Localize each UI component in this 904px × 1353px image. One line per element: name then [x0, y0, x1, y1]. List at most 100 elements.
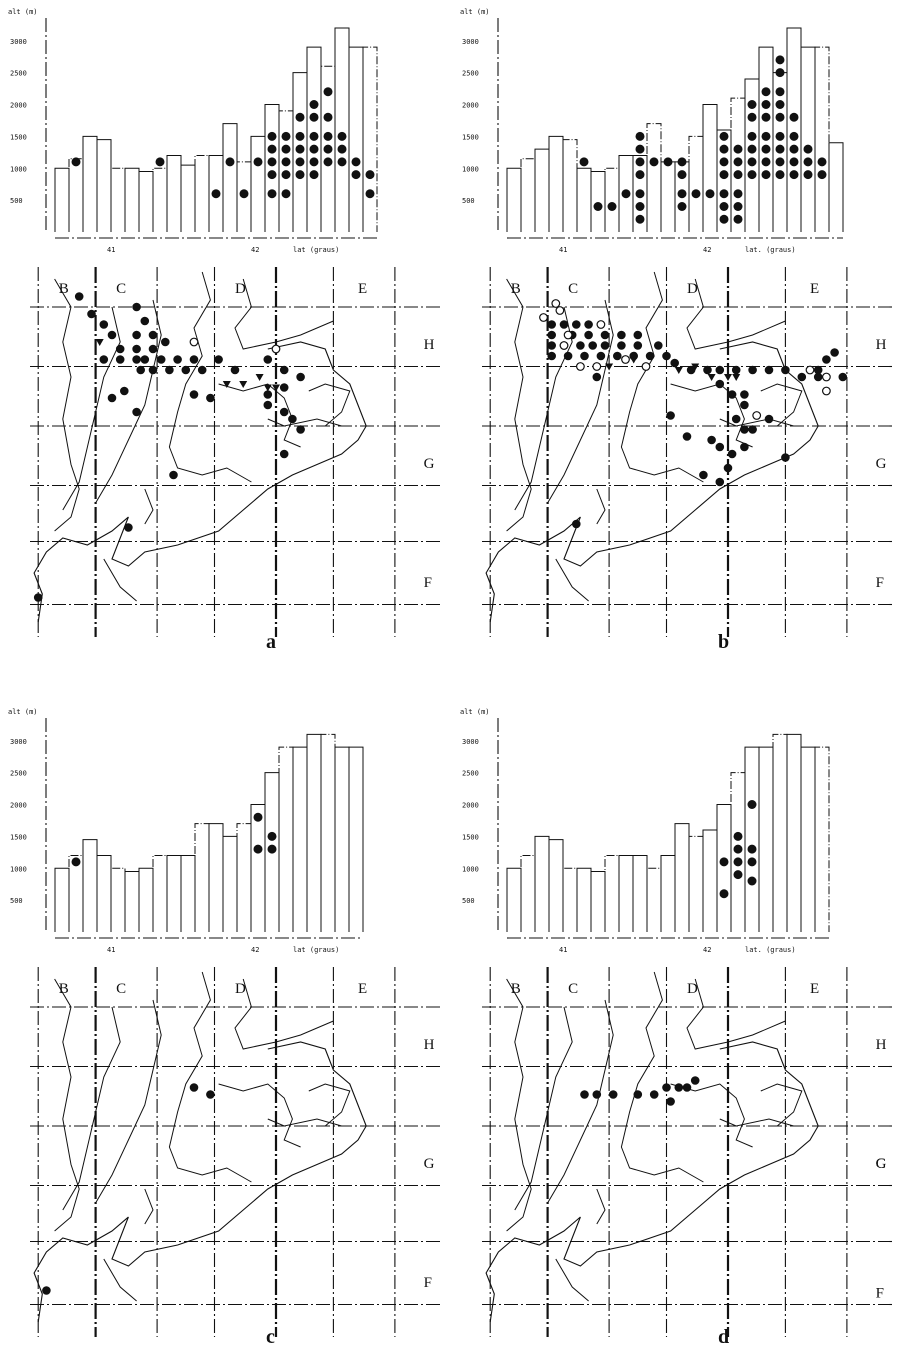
map-column-label: E	[810, 281, 819, 297]
map-record-filled	[33, 593, 43, 602]
relief-bar	[562, 867, 578, 932]
x-tick-label: 41	[107, 246, 115, 254]
map-record-open	[539, 313, 548, 322]
river	[506, 278, 532, 532]
x-tick-label: 42	[251, 946, 259, 954]
map-record-triangle	[239, 381, 248, 388]
altitude-record-dot	[719, 857, 729, 867]
map-record-filled	[42, 1286, 51, 1295]
relief-bar	[152, 167, 168, 232]
altitude-record-dot	[747, 144, 757, 154]
map-record-filled	[580, 1090, 589, 1099]
y-tick-label: 1500	[10, 133, 27, 141]
river	[686, 978, 786, 1050]
relief-bar	[362, 46, 378, 232]
altitude-record-dot	[733, 144, 743, 154]
map-record-filled	[547, 351, 556, 361]
relief-bar	[786, 27, 802, 232]
map-record-filled	[74, 292, 84, 301]
x-axis-label: lat (graus)	[293, 246, 339, 254]
altitude-record-dot	[663, 157, 673, 167]
map-record-triangle	[707, 374, 716, 381]
altitude-record-dot	[295, 144, 305, 154]
relief-bar	[54, 867, 70, 932]
relief-bar	[688, 135, 704, 232]
altitude-record-dot	[295, 131, 305, 141]
map-record-filled	[279, 383, 289, 392]
relief-bar	[334, 27, 350, 232]
river	[308, 383, 351, 427]
altitude-record-dot	[747, 100, 757, 109]
relief-bar	[772, 733, 788, 932]
map-record-filled	[156, 355, 166, 364]
map-record-filled	[165, 365, 174, 375]
y-tick-label: 1000	[10, 865, 27, 873]
altitude-record-dot	[817, 157, 827, 167]
relief-bar	[180, 164, 196, 232]
y-tick-label: 2500	[10, 70, 27, 78]
map-record-filled	[189, 390, 199, 399]
map-record-open	[575, 362, 585, 371]
altitude-record-dot	[719, 202, 729, 211]
river	[555, 1258, 589, 1302]
altitude-record-dot	[593, 202, 603, 211]
map-row-label: H	[876, 337, 887, 353]
altitude-record-dot	[281, 170, 291, 180]
y-tick-label: 500	[462, 197, 475, 205]
altitude-record-dot	[733, 202, 743, 211]
map-row-label: F	[424, 575, 432, 591]
map-record-filled	[674, 1083, 684, 1092]
map-record-filled	[132, 302, 141, 312]
relief-bar	[334, 746, 350, 932]
map-record-filled	[764, 414, 774, 424]
map-column-label: D	[235, 281, 246, 297]
map-record-triangle	[263, 384, 272, 392]
map-record-filled	[764, 365, 774, 375]
coastline	[485, 341, 819, 623]
altitude-record-dot	[761, 144, 771, 154]
map-record-filled	[279, 407, 289, 417]
map-record-filled	[617, 330, 626, 340]
altitude-record-dot	[351, 157, 361, 167]
y-tick-label: 1000	[462, 165, 479, 173]
river	[596, 1188, 606, 1225]
map-record-filled	[132, 330, 141, 340]
altitude-record-dot	[71, 857, 81, 867]
altitude-record-dot	[635, 131, 645, 141]
relief-bar	[250, 135, 266, 232]
altitude-record-dot	[803, 170, 813, 180]
river	[514, 1006, 573, 1211]
map-column-label: D	[687, 981, 698, 997]
coastline	[485, 1041, 819, 1323]
map-record-filled	[263, 400, 273, 410]
map-record-filled	[572, 320, 581, 329]
panel-a: alt (m) 3000 2500 2000 1500 1000 500 41 42 lat (g…	[0, 0, 452, 660]
map-record-open	[822, 372, 831, 382]
altitude-record-dot	[747, 112, 757, 122]
relief-bar	[306, 733, 322, 932]
map-record-filled	[797, 372, 807, 382]
relief-bar	[222, 835, 238, 932]
relief-bar	[786, 733, 802, 932]
relief-bar	[320, 733, 336, 932]
panel-letter: a	[266, 631, 276, 653]
map-record-filled	[813, 365, 823, 375]
relief-bar	[166, 855, 182, 932]
altitude-record-dot	[761, 157, 771, 167]
map-record-filled	[813, 372, 823, 382]
map-record-filled	[588, 341, 597, 350]
relief-bar	[688, 835, 704, 932]
map-record-filled	[584, 330, 593, 340]
map-record-open	[805, 365, 815, 375]
map-record-open	[596, 320, 606, 329]
relief-bar	[96, 855, 112, 932]
map-row-label: G	[424, 1156, 435, 1172]
map-record-filled	[781, 453, 790, 462]
altitude-record-dot	[323, 131, 333, 141]
map-record-filled	[132, 407, 141, 417]
map-row-label: F	[424, 1275, 432, 1291]
map-record-open	[621, 355, 630, 364]
river	[95, 299, 162, 504]
y-axis-label: alt (m)	[460, 708, 490, 716]
relief-bar	[166, 155, 182, 232]
